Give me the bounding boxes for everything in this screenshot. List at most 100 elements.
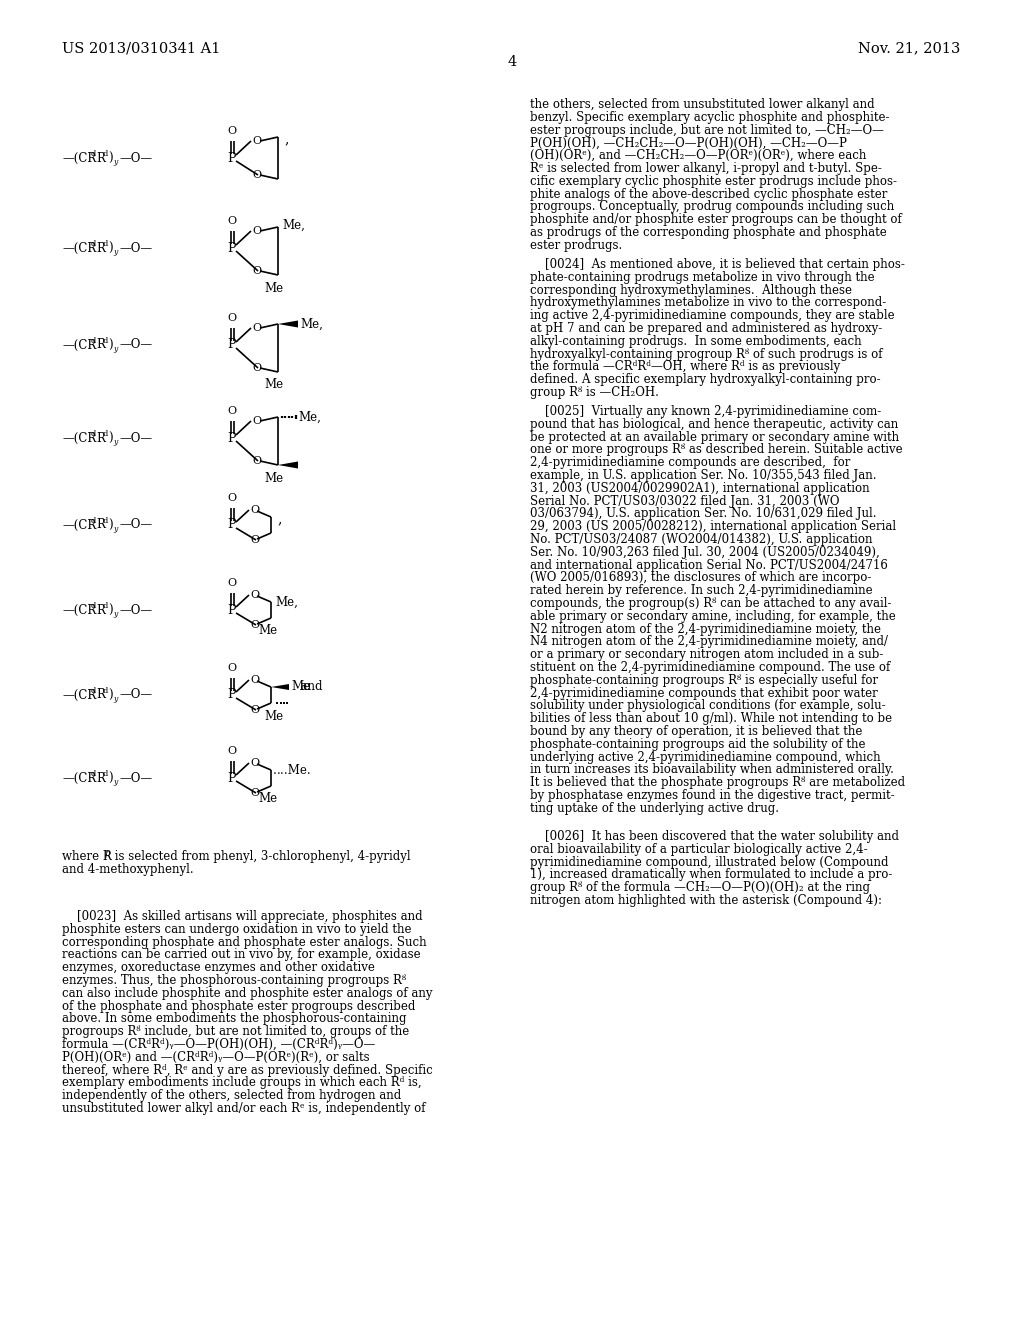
Text: R: R	[96, 338, 104, 351]
Text: —(CR: —(CR	[62, 771, 96, 784]
Text: ting uptake of the underlying active drug.: ting uptake of the underlying active dru…	[530, 801, 779, 814]
Text: and 4-methoxyphenyl.: and 4-methoxyphenyl.	[62, 863, 194, 876]
Text: O: O	[227, 746, 237, 756]
Text: Serial No. PCT/US03/03022 filed Jan. 31, 2003 (WO: Serial No. PCT/US03/03022 filed Jan. 31,…	[530, 495, 840, 508]
Text: P: P	[227, 152, 237, 165]
Text: [0024]  As mentioned above, it is believed that certain phos-: [0024] As mentioned above, it is believe…	[530, 257, 905, 271]
Text: Me: Me	[264, 473, 284, 486]
Text: Me: Me	[291, 681, 310, 693]
Text: ing active 2,4-pyrimidinediamine compounds, they are stable: ing active 2,4-pyrimidinediamine compoun…	[530, 309, 895, 322]
Text: R: R	[96, 242, 104, 255]
Text: hydroxymethylamines metabolize in vivo to the correspond-: hydroxymethylamines metabolize in vivo t…	[530, 297, 886, 309]
Text: nitrogen atom highlighted with the asterisk (Compound 4):: nitrogen atom highlighted with the aster…	[530, 894, 882, 907]
Text: independently of the others, selected from hydrogen and: independently of the others, selected fr…	[62, 1089, 401, 1102]
Text: stituent on the 2,4-pyrimidinediamine compound. The use of: stituent on the 2,4-pyrimidinediamine co…	[530, 661, 890, 675]
Text: O: O	[227, 313, 237, 323]
Text: reactions can be carried out in vivo by, for example, oxidase: reactions can be carried out in vivo by,…	[62, 948, 421, 961]
Text: P: P	[227, 771, 237, 784]
Text: P: P	[227, 432, 237, 445]
Text: alkyl-containing prodrugs.  In some embodiments, each: alkyl-containing prodrugs. In some embod…	[530, 335, 861, 347]
Text: P: P	[227, 338, 237, 351]
Text: at pH 7 and can be prepared and administered as hydroxy-: at pH 7 and can be prepared and administ…	[530, 322, 883, 335]
Text: corresponding phosphate and phosphate ester analogs. Such: corresponding phosphate and phosphate es…	[62, 936, 427, 949]
Text: Nov. 21, 2013: Nov. 21, 2013	[858, 41, 961, 55]
Text: —O—: —O—	[119, 242, 153, 255]
Text: —(CR: —(CR	[62, 338, 96, 351]
Text: Me,: Me,	[298, 411, 321, 424]
Text: d: d	[91, 770, 96, 777]
Text: y: y	[113, 696, 118, 704]
Text: ): )	[108, 152, 113, 165]
Text: 03/063794), U.S. application Ser. No. 10/631,029 filed Jul.: 03/063794), U.S. application Ser. No. 10…	[530, 507, 877, 520]
Text: —O—: —O—	[119, 603, 153, 616]
Text: enzymes. Thus, the phosphorous-containing progroups Rᴽ: enzymes. Thus, the phosphorous-containin…	[62, 974, 407, 987]
Text: d: d	[103, 602, 109, 610]
Text: O: O	[227, 125, 237, 136]
Text: phosphite and/or phosphite ester progroups can be thought of: phosphite and/or phosphite ester progrou…	[530, 214, 902, 226]
Text: d: d	[103, 686, 109, 696]
Text: defined. A specific exemplary hydroxyalkyl-containing pro-: defined. A specific exemplary hydroxyalk…	[530, 374, 881, 387]
Text: oral bioavailability of a particular biologically active 2,4-: oral bioavailability of a particular bio…	[530, 842, 867, 855]
Text: —(CR: —(CR	[62, 432, 96, 445]
Text: Me: Me	[258, 792, 278, 805]
Text: exemplary embodiments include groups in which each Rᵈ is,: exemplary embodiments include groups in …	[62, 1076, 422, 1089]
Text: the others, selected from unsubstituted lower alkanyl and: the others, selected from unsubstituted …	[530, 98, 874, 111]
Text: bilities of less than about 10 g/ml). While not intending to be: bilities of less than about 10 g/ml). Wh…	[530, 713, 892, 725]
Text: phosphate-containing progroups aid the solubility of the: phosphate-containing progroups aid the s…	[530, 738, 865, 751]
Text: ): )	[108, 338, 113, 351]
Text: —O—: —O—	[119, 771, 153, 784]
Text: d: d	[103, 240, 109, 248]
Text: d: d	[103, 150, 109, 158]
Text: Me: Me	[264, 379, 284, 392]
Text: above. In some embodiments the phosphorous-containing: above. In some embodiments the phosphoro…	[62, 1012, 407, 1026]
Text: Me: Me	[258, 624, 278, 638]
Text: Me: Me	[264, 281, 284, 294]
Text: corresponding hydroxymethylamines.  Although these: corresponding hydroxymethylamines. Altho…	[530, 284, 852, 297]
Text: ester progroups include, but are not limited to, —CH₂—O—: ester progroups include, but are not lim…	[530, 124, 884, 136]
Text: O: O	[250, 758, 259, 768]
Text: d: d	[91, 337, 96, 345]
Text: R: R	[96, 603, 104, 616]
Text: enzymes, oxoreductase enzymes and other oxidative: enzymes, oxoreductase enzymes and other …	[62, 961, 375, 974]
Text: O: O	[250, 620, 259, 630]
Text: one or more progroups Rᴽ as described herein. Suitable active: one or more progroups Rᴽ as described he…	[530, 444, 902, 457]
Text: O: O	[250, 535, 259, 545]
Text: O: O	[252, 416, 261, 426]
Text: [0026]  It has been discovered that the water solubility and: [0026] It has been discovered that the w…	[530, 830, 899, 843]
Text: (OH)(ORᵉ), and —CH₂CH₂—O—P(ORᵉ)(ORᵉ), where each: (OH)(ORᵉ), and —CH₂CH₂—O—P(ORᵉ)(ORᵉ), wh…	[530, 149, 866, 162]
Text: cific exemplary cyclic phosphite ester prodrugs include phos-: cific exemplary cyclic phosphite ester p…	[530, 174, 897, 187]
Text: N2 nitrogen atom of the 2,4-pyrimidinediamine moiety, the: N2 nitrogen atom of the 2,4-pyrimidinedi…	[530, 623, 881, 636]
Text: Me,: Me,	[282, 219, 305, 231]
Text: No. PCT/US03/24087 (WO2004/014382), U.S. application: No. PCT/US03/24087 (WO2004/014382), U.S.…	[530, 533, 872, 546]
Text: O: O	[250, 590, 259, 601]
Text: d: d	[91, 430, 96, 438]
Text: d: d	[91, 517, 96, 525]
Text: —O—: —O—	[119, 338, 153, 351]
Text: O: O	[227, 407, 237, 416]
Text: P: P	[227, 519, 237, 532]
Polygon shape	[278, 462, 298, 469]
Text: unsubstituted lower alkyl and/or each Rᵉ is, independently of: unsubstituted lower alkyl and/or each Rᵉ…	[62, 1102, 426, 1115]
Text: or a primary or secondary nitrogen atom included in a sub-: or a primary or secondary nitrogen atom …	[530, 648, 884, 661]
Text: It is believed that the phosphate progroups Rᴽ are metabolized: It is believed that the phosphate progro…	[530, 776, 905, 789]
Text: Me,: Me,	[300, 318, 323, 330]
Text: O: O	[227, 578, 237, 587]
Text: R: R	[96, 689, 104, 701]
Text: —O—: —O—	[119, 432, 153, 445]
Text: 29, 2003 (US 2005/0028212), international application Serial: 29, 2003 (US 2005/0028212), internationa…	[530, 520, 896, 533]
Text: ): )	[108, 689, 113, 701]
Text: 4: 4	[507, 55, 517, 69]
Text: as prodrugs of the corresponding phosphate and phosphate: as prodrugs of the corresponding phospha…	[530, 226, 887, 239]
Text: in turn increases its bioavailability when administered orally.: in turn increases its bioavailability wh…	[530, 763, 894, 776]
Text: y: y	[113, 248, 118, 256]
Text: R: R	[96, 152, 104, 165]
Text: d: d	[103, 337, 109, 345]
Text: [0025]  Virtually any known 2,4-pyrimidinediamine com-: [0025] Virtually any known 2,4-pyrimidin…	[530, 405, 882, 418]
Text: O: O	[250, 705, 259, 715]
Text: P(OH)(OH), —CH₂CH₂—O—P(OH)(OH), —CH₂—O—P: P(OH)(OH), —CH₂CH₂—O—P(OH)(OH), —CH₂—O—P	[530, 136, 847, 149]
Text: P: P	[227, 603, 237, 616]
Text: O: O	[252, 170, 261, 180]
Text: phite analogs of the above-described cyclic phosphate ester: phite analogs of the above-described cyc…	[530, 187, 888, 201]
Text: of the phosphate and phosphate ester progroups described: of the phosphate and phosphate ester pro…	[62, 999, 416, 1012]
Text: compounds, the progroup(s) Rᴽ can be attached to any avail-: compounds, the progroup(s) Rᴽ can be att…	[530, 597, 892, 610]
